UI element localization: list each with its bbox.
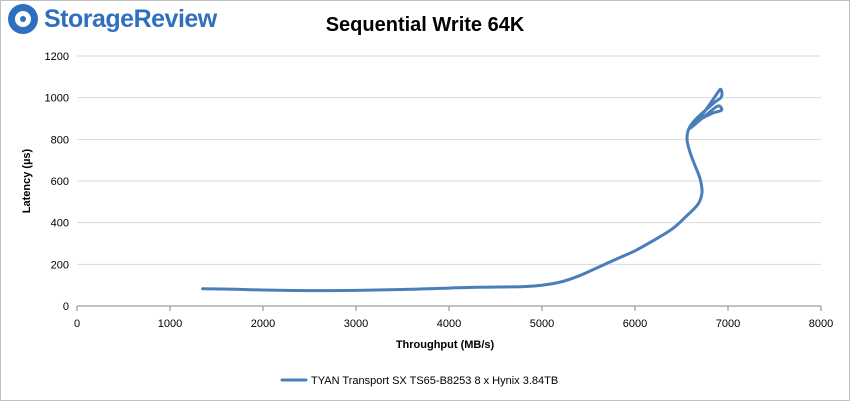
y-tick-label: 1000 <box>45 93 69 105</box>
x-axis-title: Throughput (MB/s) <box>396 339 495 351</box>
x-tick-label: 2000 <box>251 318 275 330</box>
x-tick-label: 6000 <box>623 318 647 330</box>
y-tick-label: 1200 <box>45 51 69 63</box>
x-tick-label: 4000 <box>437 318 461 330</box>
x-tick-label: 1000 <box>158 318 182 330</box>
chart-title: Sequential Write 64K <box>325 14 525 36</box>
y-tick-label: 200 <box>51 259 69 271</box>
series-line <box>201 87 724 293</box>
y-tick-label: 800 <box>51 134 69 146</box>
y-tick-label: 0 <box>63 301 69 313</box>
x-tick-label: 3000 <box>344 318 368 330</box>
x-tick-label: 8000 <box>809 318 833 330</box>
y-tick-label: 600 <box>51 176 69 188</box>
x-tick-label: 5000 <box>530 318 554 330</box>
x-tick-label: 7000 <box>716 318 740 330</box>
x-tick-label: 0 <box>74 318 80 330</box>
y-axis-title: Latency (µs) <box>21 148 33 213</box>
logo-ring-icon <box>8 4 38 34</box>
legend-label: TYAN Transport SX TS65-B8253 8 x Hynix 3… <box>311 375 558 387</box>
storagereview-logo: StorageReview <box>8 4 217 34</box>
y-tick-label: 400 <box>51 218 69 230</box>
logo-text: StorageReview <box>44 4 217 33</box>
